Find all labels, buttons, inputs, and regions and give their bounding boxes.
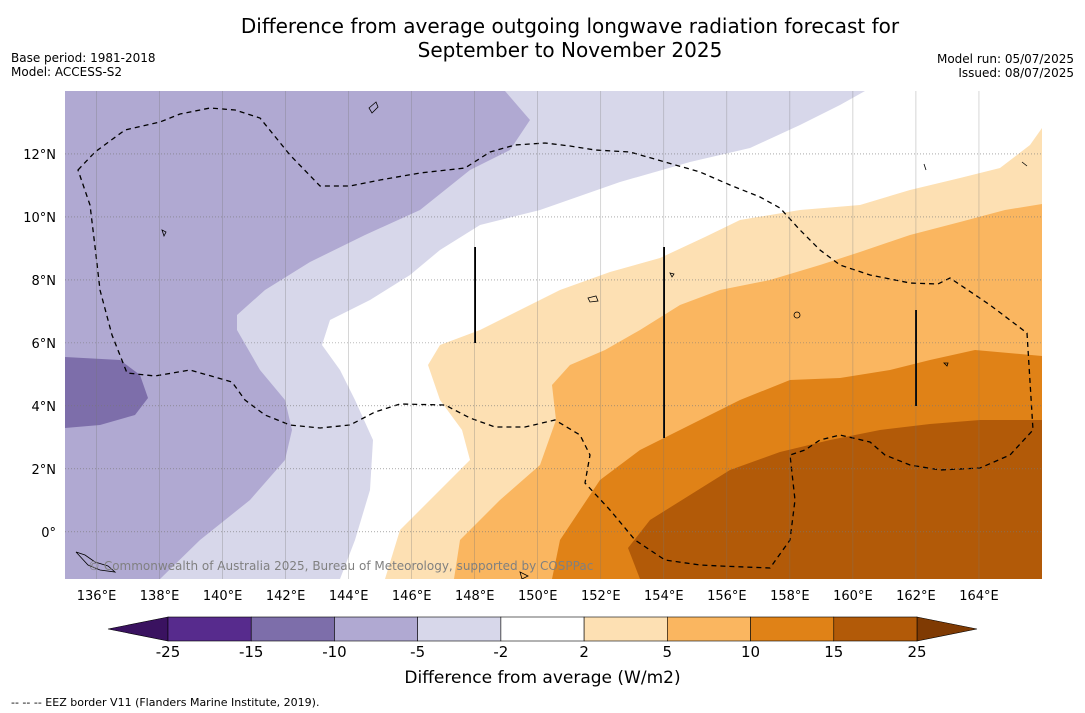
lat-tick-label: 0° [41, 526, 56, 541]
lon-tick-label: 158°E [770, 589, 810, 604]
colorbar-tick-label: 15 [824, 643, 844, 661]
lat-tick-label: 8°N [32, 274, 57, 289]
island-outlines [75, 101, 1028, 579]
lon-tick-label: 144°E [329, 589, 369, 604]
lon-tick-label: 140°E [203, 589, 243, 604]
lon-tick-label: 138°E [140, 589, 180, 604]
gridlines [65, 91, 1042, 579]
lon-tick-label: 164°E [959, 589, 999, 604]
map-title: Difference from average outgoing longwav… [170, 14, 970, 62]
colorbar-over-arrow [916, 616, 978, 642]
colorbar-swatch [250, 616, 335, 642]
colorbar-tick-label: -15 [238, 643, 264, 661]
eez-border-line [77, 107, 1034, 569]
band-fill-pos15-pos25 [628, 420, 1042, 579]
band-fill-neg15-neg10 [65, 357, 148, 428]
anomaly-field: © Commonwealth of Australia 2025, Bureau… [65, 91, 1042, 579]
colorbar-tick-label: -5 [410, 643, 426, 661]
colorbar-under-arrow [107, 616, 169, 642]
issued-date: Issued: 08/07/2025 [958, 66, 1074, 80]
base-period: Base period: 1981-2018 [11, 51, 156, 65]
longitude-labels: 136°E 138°E 140°E 142°E 144°E 146°E 148°E 150°E… [77, 589, 999, 604]
title-line-1: Difference from average outgoing longwav… [240, 14, 900, 38]
colorbar-tick-label: 10 [741, 643, 761, 661]
lat-tick-label: 12°N [23, 148, 56, 163]
colorbar-swatch [334, 616, 418, 642]
latitude-labels: 12°N 10°N 8°N 6°N 4°N 2°N 0° [23, 148, 56, 541]
model-name: Model: ACCESS-S2 [11, 65, 123, 79]
colorbar-swatch [167, 616, 252, 642]
model-info: Base period: 1981-2018 Model: ACCESS-S2 [11, 51, 156, 79]
colorbar-tick-label: -2 [493, 643, 509, 661]
lon-tick-label: 162°E [896, 589, 936, 604]
colorbar-swatch [833, 616, 918, 642]
lon-tick-label: 146°E [392, 589, 432, 604]
lat-tick-label: 4°N [32, 400, 57, 415]
colorbar-swatch [750, 616, 835, 642]
lon-tick-label: 136°E [77, 589, 117, 604]
model-run: Model run: 05/07/2025 [936, 52, 1074, 66]
colorbar-swatch [500, 616, 585, 642]
lat-tick-label: 2°N [32, 463, 57, 478]
run-info: Model run: 05/07/2025 Issued: 08/07/2025 [937, 52, 1074, 80]
eez-legend: -- -- -- EEZ border V11 (Flanders Marine… [11, 696, 320, 709]
lon-tick-label: 148°E [455, 589, 495, 604]
lon-tick-label: 142°E [266, 589, 306, 604]
lon-tick-label: 152°E [581, 589, 621, 604]
colorbar-title: Difference from average (W/m2) [404, 668, 681, 688]
colorbar-swatch [417, 616, 502, 642]
colorbar [107, 616, 978, 642]
colorbar-tick-label: 2 [579, 643, 589, 661]
lat-tick-label: 10°N [23, 211, 56, 226]
colorbar-tick-label: -10 [322, 643, 347, 661]
colorbar-swatch [667, 616, 751, 642]
lat-tick-label: 6°N [32, 337, 57, 352]
lon-tick-label: 150°E [518, 589, 558, 604]
title-line-2: September to November 2025 [417, 38, 723, 62]
colorbar-tick-label: -25 [155, 643, 181, 661]
copyright-notice: © Commonwealth of Australia 2025, Bureau… [88, 559, 593, 573]
lon-tick-label: 160°E [833, 589, 873, 604]
lon-tick-label: 154°E [644, 589, 684, 604]
lon-tick-label: 156°E [707, 589, 747, 604]
colorbar-tick-label: 5 [662, 643, 673, 661]
colorbar-tick-label: 25 [907, 643, 927, 661]
colorbar-swatch [583, 616, 668, 642]
